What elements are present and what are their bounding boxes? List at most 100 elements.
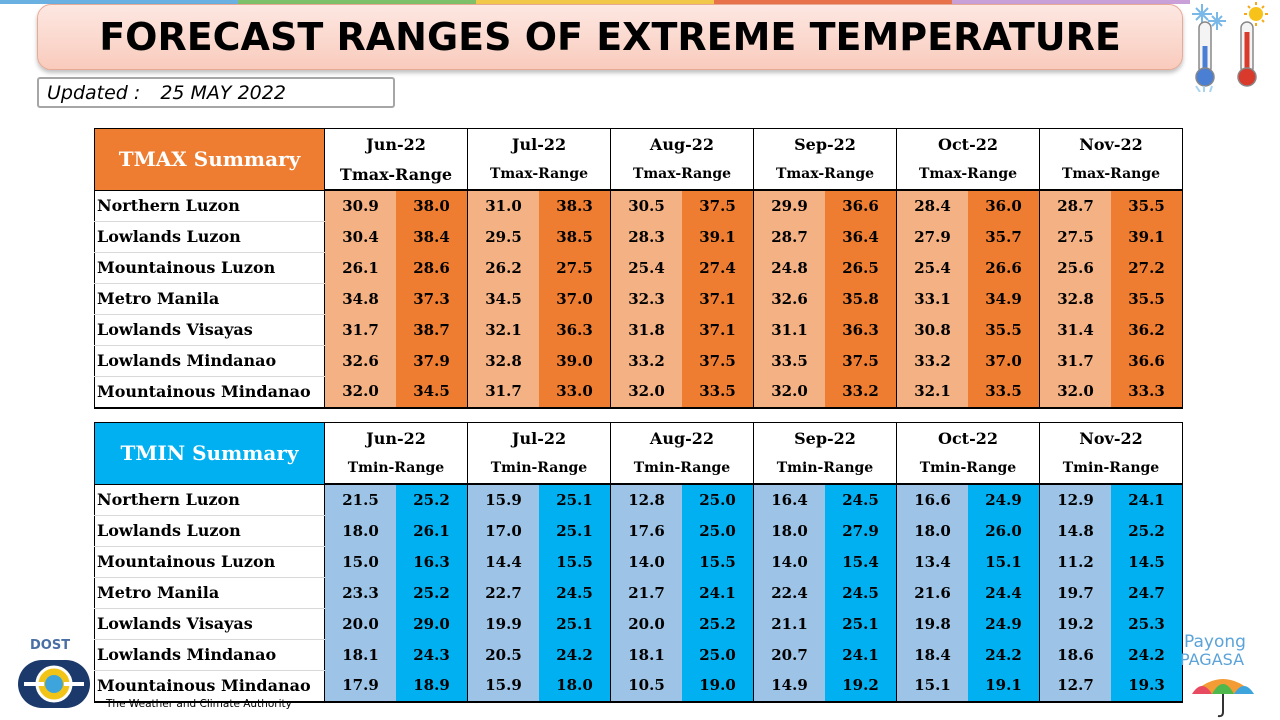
tmin-range-high-value: 16.3	[396, 546, 468, 577]
tmax-range-high-value: 37.1	[682, 283, 754, 314]
tmin-range-low-value: 21.5	[324, 484, 396, 515]
top-color-strip	[0, 0, 1190, 4]
month-header: Nov-22	[1039, 128, 1183, 159]
tmin-range-high-value: 18.0	[539, 670, 611, 703]
tmin-range-high-value: 15.5	[539, 546, 611, 577]
region-name: Mountainous Luzon	[94, 546, 325, 578]
region-name: Lowlands Visayas	[94, 314, 325, 346]
tmin-range-low-value: 18.0	[324, 515, 396, 546]
tmin-range-low-value: 18.0	[753, 515, 825, 546]
month-header: Oct-22	[896, 422, 1040, 453]
tmin-range-high-value: 24.7	[1111, 577, 1183, 608]
range-header: Tmax-Range	[753, 159, 897, 191]
tmax-range-low-value: 31.7	[467, 376, 539, 409]
tmax-range-low-value: 28.3	[610, 221, 682, 252]
tmin-range-high-value: 24.5	[825, 484, 897, 515]
dost-logo: DOST The Weather and Climate Authority	[12, 638, 312, 718]
range-header: Tmin-Range	[753, 453, 897, 485]
tmax-range-low-value: 33.1	[896, 283, 968, 314]
region-name: Metro Manila	[94, 283, 325, 315]
tmax-summary-table: TMAX Summary Jun-22 Jul-22 Aug-22 Sep-22…	[94, 128, 1183, 409]
tmin-range-high-value: 15.4	[825, 546, 897, 577]
tmin-range-low-value: 18.1	[610, 639, 682, 670]
tmax-range-high-value: 28.6	[396, 252, 468, 283]
tmin-range-low-value: 22.7	[467, 577, 539, 608]
tmax-table-body: Northern Luzon 30.9 38.0 31.0 38.3 30.5 37.5 29…	[94, 190, 1183, 409]
tmin-range-low-value: 12.7	[1039, 670, 1111, 703]
tmin-range-high-value: 19.0	[682, 670, 754, 703]
tmin-range-high-value: 15.5	[682, 546, 754, 577]
region-name: Metro Manila	[94, 577, 325, 609]
tmax-range-low-value: 30.5	[610, 190, 682, 221]
tmin-range-low-value: 17.9	[324, 670, 396, 703]
updated-date: 25 MAY 2022	[160, 81, 286, 104]
tmax-range-low-value: 32.0	[753, 376, 825, 409]
tmin-range-low-value: 14.4	[467, 546, 539, 577]
tmax-range-high-value: 33.2	[825, 376, 897, 409]
tmin-range-low-value: 20.0	[610, 608, 682, 639]
region-name: Northern Luzon	[94, 190, 325, 222]
tmax-table-row: Lowlands Luzon 30.4 38.4 29.5 38.5 28.3 39.1 28…	[94, 221, 1183, 253]
tmin-range-low-value: 18.0	[896, 515, 968, 546]
tmax-range-high-value: 36.2	[1111, 314, 1183, 345]
tmax-table-row: Lowlands Mindanao 32.6 37.9 32.8 39.0 33.2 37.…	[94, 345, 1183, 377]
tmin-range-high-value: 24.2	[968, 639, 1040, 670]
tmin-range-high-value: 15.1	[968, 546, 1040, 577]
tmin-range-high-value: 25.2	[1111, 515, 1183, 546]
tmax-range-high-value: 37.3	[396, 283, 468, 314]
tmax-range-high-value: 35.5	[1111, 283, 1183, 314]
tmax-range-low-value: 32.8	[467, 345, 539, 376]
tmin-range-high-value: 25.3	[1111, 608, 1183, 639]
region-name: Mountainous Mindanao	[94, 376, 325, 409]
tmin-range-low-value: 14.0	[753, 546, 825, 577]
tmax-range-low-value: 30.4	[324, 221, 396, 252]
tmin-range-high-value: 26.0	[968, 515, 1040, 546]
tmax-range-high-value: 27.5	[539, 252, 611, 283]
tmin-table-row: Lowlands Luzon 18.0 26.1 17.0 25.1 17.6 25.0 18…	[94, 515, 1183, 547]
tmax-range-high-value: 36.0	[968, 190, 1040, 221]
range-header: Tmax-Range	[610, 159, 754, 191]
tmax-table-row: Lowlands Visayas 31.7 38.7 32.1 36.3 31.8 37.1…	[94, 314, 1183, 346]
tmax-range-high-value: 38.0	[396, 190, 468, 221]
page-title: FORECAST RANGES OF EXTREME TEMPERATURE	[99, 15, 1121, 59]
tmax-range-low-value: 32.0	[610, 376, 682, 409]
tmin-range-high-value: 19.1	[968, 670, 1040, 703]
tmin-table-row: Lowlands Mindanao 18.1 24.3 20.5 24.2 18.1 25.…	[94, 639, 1183, 671]
month-header: Jun-22	[324, 422, 468, 453]
range-header: Tmin-Range	[324, 453, 468, 485]
tmin-range-high-value: 25.1	[539, 608, 611, 639]
tmax-range-low-value: 31.0	[467, 190, 539, 221]
tmax-range-low-value: 32.6	[753, 283, 825, 314]
tmax-range-high-value: 36.3	[539, 314, 611, 345]
tmax-range-low-value: 28.7	[1039, 190, 1111, 221]
title-banner: FORECAST RANGES OF EXTREME TEMPERATURE	[37, 4, 1183, 70]
tmin-range-high-value: 26.1	[396, 515, 468, 546]
payong-pagasa-logo: Payong PAGASA	[1180, 630, 1280, 720]
dost-emblem-icon	[18, 660, 90, 708]
tmax-range-high-value: 35.7	[968, 221, 1040, 252]
hot-thermometer-icon	[1237, 2, 1268, 87]
tmax-range-high-value: 38.4	[396, 221, 468, 252]
tmax-range-high-value: 33.5	[682, 376, 754, 409]
tmax-range-low-value: 26.2	[467, 252, 539, 283]
tmin-range-low-value: 11.2	[1039, 546, 1111, 577]
tmax-range-low-value: 28.4	[896, 190, 968, 221]
region-name: Lowlands Luzon	[94, 515, 325, 547]
tmax-range-low-value: 31.7	[324, 314, 396, 345]
tmin-range-high-value: 18.9	[396, 670, 468, 703]
tmin-range-low-value: 13.4	[896, 546, 968, 577]
tmax-range-low-value: 29.5	[467, 221, 539, 252]
tmin-range-high-value: 24.2	[539, 639, 611, 670]
tmax-range-high-value: 33.3	[1111, 376, 1183, 409]
tmin-range-high-value: 24.4	[968, 577, 1040, 608]
region-name: Lowlands Luzon	[94, 221, 325, 253]
tmax-range-low-value: 31.8	[610, 314, 682, 345]
tmax-range-high-value: 39.1	[1111, 221, 1183, 252]
tmax-range-low-value: 25.4	[610, 252, 682, 283]
tmax-table-row: Mountainous Mindanao 32.0 34.5 31.7 33.0 32.0…	[94, 376, 1183, 409]
tmin-range-low-value: 12.8	[610, 484, 682, 515]
tmax-range-high-value: 38.7	[396, 314, 468, 345]
range-header: Tmax-Range	[467, 159, 611, 191]
tmin-range-low-value: 16.4	[753, 484, 825, 515]
month-header: Nov-22	[1039, 422, 1183, 453]
